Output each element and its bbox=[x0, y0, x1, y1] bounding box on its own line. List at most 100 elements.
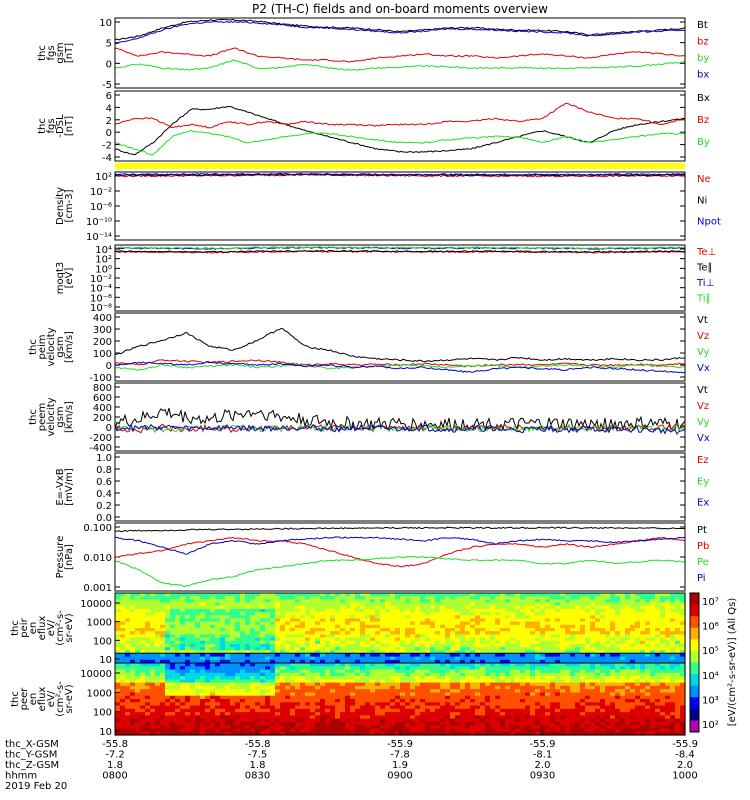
xaxis-row-value: -7.5 bbox=[248, 750, 268, 761]
ytick-label: 10000 bbox=[80, 669, 112, 680]
panel-3-ylabel-line: Density bbox=[55, 187, 66, 225]
legend-entry-Ti∥: Ti∥ bbox=[696, 294, 711, 305]
xaxis-row-value: 2.0 bbox=[535, 760, 551, 771]
panel-1-ylabel-line: thc bbox=[37, 45, 48, 61]
colorbar-segment bbox=[690, 627, 699, 640]
series-line-By bbox=[114, 129, 686, 156]
xaxis-row-label: thc_Z-GSM bbox=[5, 760, 59, 771]
panel-frame bbox=[114, 171, 686, 241]
panel-frame bbox=[114, 90, 686, 162]
legend-entry-Vz: Vz bbox=[697, 331, 709, 342]
legend-entry-Bx: Bx bbox=[697, 93, 710, 104]
panel-frame bbox=[114, 382, 686, 452]
xaxis-row-value: 1.9 bbox=[392, 760, 408, 771]
ytick-label: 1000 bbox=[87, 618, 112, 629]
xaxis-row-value: -55.8 bbox=[102, 739, 128, 750]
legend-entry-Pe: Pe bbox=[697, 557, 709, 568]
panel-frame bbox=[114, 312, 686, 382]
panel-1-ylabel-line: [nT] bbox=[64, 43, 75, 63]
xaxis-row-value: -7.2 bbox=[105, 750, 125, 761]
series-line-Pe bbox=[114, 555, 686, 588]
legend-entry-By: By bbox=[697, 137, 710, 148]
ytick-label: -4 bbox=[102, 153, 112, 164]
legend-entry-Vt: Vt bbox=[697, 385, 708, 396]
ytick-label: 0.010 bbox=[83, 553, 112, 564]
legend-entry-Pb: Pb bbox=[697, 541, 709, 552]
colorbar bbox=[690, 593, 699, 733]
xaxis-row-value: -55.9 bbox=[672, 739, 698, 750]
ytick-label: 10⁻⁴ bbox=[90, 284, 112, 295]
ytick-label: 6 bbox=[106, 91, 112, 102]
panel-9-ylabel-line: peir bbox=[19, 617, 30, 637]
colorbar-tick-label: 10⁷ bbox=[702, 597, 719, 608]
colorbar-segment bbox=[690, 685, 699, 698]
legend-entry-Npot: Npot bbox=[697, 217, 721, 228]
series-line-bz bbox=[114, 47, 686, 63]
series-line-Vx bbox=[114, 361, 686, 374]
panel-4-ylabel-line: moqt3 bbox=[55, 262, 66, 295]
panel-6-ylabel-line: thc bbox=[28, 409, 39, 425]
legend-entry-Ez: Ez bbox=[697, 455, 709, 466]
ytick-label: 10 bbox=[99, 655, 112, 666]
panel-9-ylabel-line: (cm²-s- bbox=[55, 610, 66, 646]
legend-entry-bx: bx bbox=[697, 70, 709, 81]
panel-9-ylabel-line: eflux bbox=[37, 616, 48, 641]
colorbar-tick-label: 10⁶ bbox=[702, 622, 719, 633]
xaxis-row-value: 1.8 bbox=[250, 760, 266, 771]
xaxis-row-value: -8.4 bbox=[675, 750, 695, 761]
panel-10-ylabel-line: en bbox=[28, 693, 39, 706]
panel-6-ylabel-line: [km/s] bbox=[64, 401, 75, 433]
ytick-label: 10⁻⁸ bbox=[90, 303, 112, 314]
panel-2-ylabel-line: fgs bbox=[46, 118, 57, 133]
legend-entry-Pt: Pt bbox=[697, 525, 707, 536]
ytick-label: 4 bbox=[106, 103, 112, 114]
panel-frame bbox=[114, 244, 686, 312]
ytick-label: 10⁻⁶ bbox=[90, 293, 112, 304]
panel-5-ylabel-line: gsm bbox=[55, 336, 66, 357]
xaxis-row-value: 0900 bbox=[387, 771, 412, 782]
colorbar-segment bbox=[690, 697, 699, 710]
legend-entry-Ti⊥: Ti⊥ bbox=[696, 278, 714, 289]
colorbar-segment bbox=[690, 604, 699, 617]
ytick-label: 1000 bbox=[87, 688, 112, 699]
ytick-label: 0 bbox=[106, 59, 112, 70]
ytick-label: 0.001 bbox=[83, 583, 112, 594]
panel-8-ylabel-line: [nPa] bbox=[64, 544, 75, 570]
panel-9-ylabel-line: sr-eV) bbox=[64, 613, 75, 642]
ytick-label: 400 bbox=[93, 403, 112, 414]
ytick-label: 5 bbox=[106, 39, 112, 50]
xaxis-row-value: -55.8 bbox=[245, 739, 271, 750]
panel-frame bbox=[114, 17, 686, 89]
ytick-label: 10⁰ bbox=[95, 264, 112, 275]
xaxis-row-value: 1.8 bbox=[107, 760, 123, 771]
series-line-Pb bbox=[114, 536, 686, 568]
ytick-label: 0 bbox=[106, 423, 112, 434]
panel-2-ylabel-line: thc bbox=[37, 118, 48, 134]
xaxis-date: 2019 Feb 20 bbox=[5, 781, 67, 792]
xaxis-row-value: 0830 bbox=[245, 771, 270, 782]
chart-title: P2 (TH-C) fields and on-board moments ov… bbox=[252, 2, 548, 16]
spectrogram-8 bbox=[115, 593, 686, 664]
data-availability-bar bbox=[115, 163, 685, 169]
series-line-Ti∥ bbox=[114, 246, 686, 250]
panel-9-ylabel-line: thc bbox=[10, 620, 21, 636]
panel-7-ylabel-line: [mV/m] bbox=[64, 468, 75, 506]
colorbar-segment bbox=[690, 674, 699, 687]
colorbar-segment bbox=[690, 662, 699, 675]
series-line-Pi bbox=[114, 536, 686, 555]
ytick-label: -5 bbox=[102, 80, 112, 91]
ytick-label: -100 bbox=[89, 373, 112, 384]
legend-entry-Bt: Bt bbox=[697, 20, 708, 31]
xaxis-row-value: -8.1 bbox=[533, 750, 553, 761]
ytick-label: 0.2 bbox=[96, 501, 112, 512]
panel-2-ylabel-line: [nT] bbox=[64, 116, 75, 136]
legend-entry-bz: bz bbox=[697, 37, 709, 48]
legend-entry-Ey: Ey bbox=[697, 476, 709, 487]
xaxis-row-value: 0800 bbox=[102, 771, 127, 782]
ytick-label: 10⁻² bbox=[90, 274, 112, 285]
panel-1-ylabel-line: fgs bbox=[46, 45, 57, 60]
ytick-label: 1.0 bbox=[96, 453, 112, 464]
ytick-label: 10⁻¹⁰ bbox=[86, 217, 112, 228]
series-line-Te∥ bbox=[114, 249, 686, 254]
ytick-label: 100 bbox=[93, 349, 112, 360]
